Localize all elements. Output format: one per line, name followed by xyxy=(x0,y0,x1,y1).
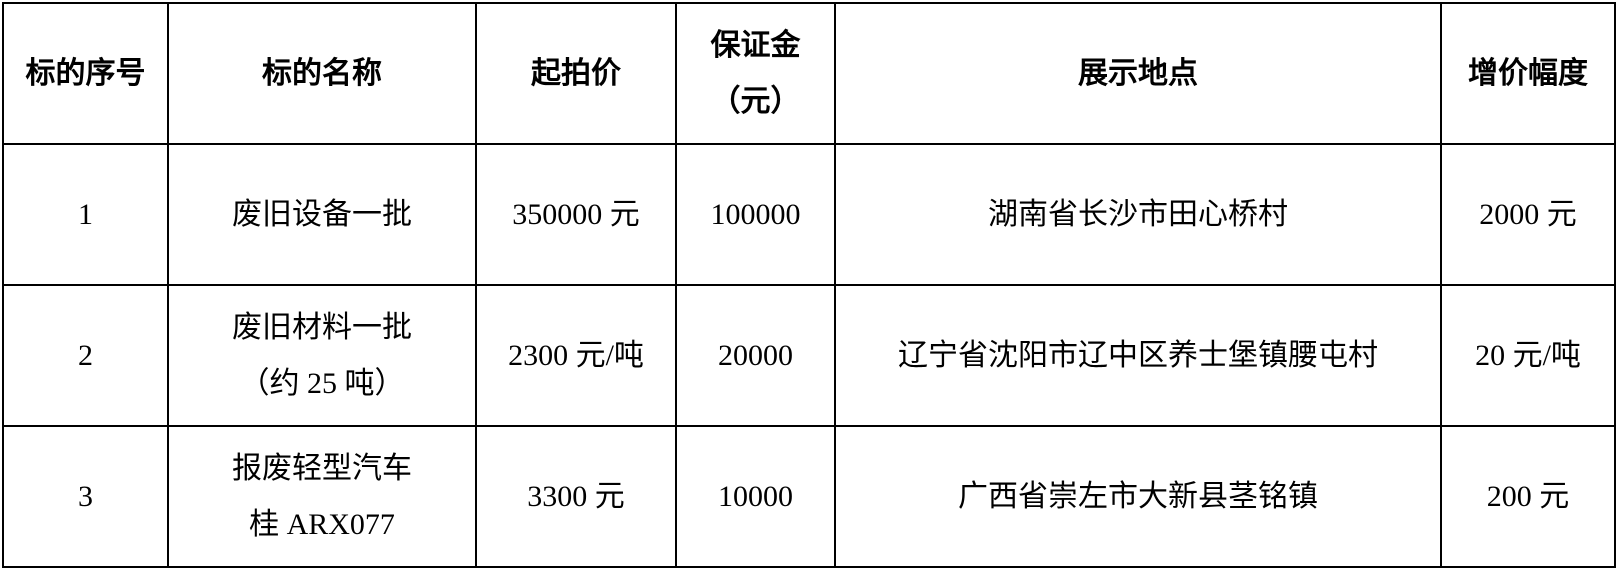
cell-lot-name: 废旧设备一批 xyxy=(167,143,477,286)
cell-location: 辽宁省沈阳市辽中区养士堡镇腰屯村 xyxy=(834,284,1442,427)
header-deposit: 保证金 （元） xyxy=(675,2,836,145)
cell-deposit: 10000 xyxy=(675,425,836,568)
header-deposit-line2: （元） xyxy=(710,84,801,118)
header-start-price: 起拍价 xyxy=(475,2,677,145)
cell-lot-number: 2 xyxy=(2,284,169,427)
cell-increment: 2000 元 xyxy=(1440,143,1616,286)
lot-name-line2: （约 25 吨） xyxy=(239,366,405,400)
table-row: 2 废旧材料一批 （约 25 吨） 2300 元/吨 20000 辽宁省沈阳市辽中… xyxy=(2,284,1616,427)
cell-lot-number: 1 xyxy=(2,143,169,286)
cell-deposit: 20000 xyxy=(675,284,836,427)
header-lot-name: 标的名称 xyxy=(167,2,477,145)
cell-start-price: 2300 元/吨 xyxy=(475,284,677,427)
cell-increment: 20 元/吨 xyxy=(1440,284,1616,427)
lot-name-line2: 桂 ARX077 xyxy=(249,507,395,541)
table-row: 1 废旧设备一批 350000 元 100000 湖南省长沙市田心桥村 2000… xyxy=(2,143,1616,286)
cell-deposit: 100000 xyxy=(675,143,836,286)
table-row: 3 报废轻型汽车桂 ARX077 3300 元 10000 广西省崇左市大新县茎… xyxy=(2,425,1616,568)
cell-location: 湖南省长沙市田心桥村 xyxy=(834,143,1442,286)
cell-lot-number: 3 xyxy=(2,425,169,568)
cell-increment: 200 元 xyxy=(1440,425,1616,568)
header-deposit-line1: 保证金 xyxy=(710,28,801,62)
header-location: 展示地点 xyxy=(834,2,1442,145)
header-lot-number: 标的序号 xyxy=(2,2,169,145)
lot-name-line1: 报废轻型汽车 xyxy=(232,451,412,485)
cell-start-price: 3300 元 xyxy=(475,425,677,568)
cell-start-price: 350000 元 xyxy=(475,143,677,286)
header-increment: 增价幅度 xyxy=(1440,2,1616,145)
lot-name-line1: 废旧材料一批 xyxy=(232,310,412,344)
lot-name-line1: 废旧设备一批 xyxy=(232,197,412,231)
cell-location: 广西省崇左市大新县茎铭镇 xyxy=(834,425,1442,568)
cell-lot-name: 废旧材料一批 （约 25 吨） xyxy=(167,284,477,427)
cell-lot-name: 报废轻型汽车桂 ARX077 xyxy=(167,425,477,568)
header-row: 标的序号 标的名称 起拍价 保证金 （元） 展示地点 增价幅度 xyxy=(2,2,1616,145)
